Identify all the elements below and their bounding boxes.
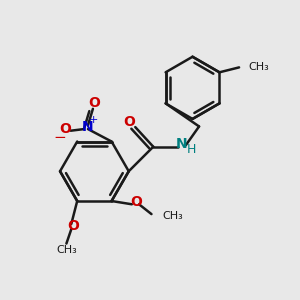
- Text: CH₃: CH₃: [162, 211, 183, 221]
- Text: N: N: [82, 120, 94, 134]
- Text: CH₃: CH₃: [57, 245, 77, 255]
- Text: O: O: [130, 195, 142, 209]
- Text: O: O: [88, 96, 100, 110]
- Text: N: N: [176, 137, 188, 152]
- Text: +: +: [89, 115, 99, 125]
- Text: O: O: [124, 115, 135, 129]
- Text: O: O: [59, 122, 71, 136]
- Text: H: H: [187, 142, 196, 155]
- Text: −: −: [53, 130, 66, 145]
- Text: O: O: [67, 219, 79, 232]
- Text: CH₃: CH₃: [248, 62, 269, 72]
